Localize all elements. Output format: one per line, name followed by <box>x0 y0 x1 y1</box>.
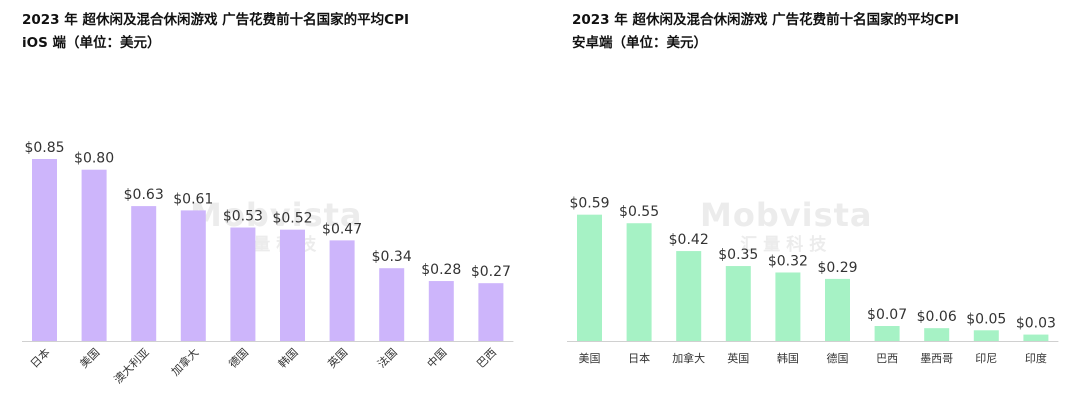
data-label: $0.28 <box>421 262 461 278</box>
bar <box>280 229 305 341</box>
data-label: $0.53 <box>223 209 263 225</box>
bar <box>825 278 850 341</box>
bar-chart-ios: $0.85 日本 $0.80 美国 $0.63 澳大利亚 $0.61 加拿大 $0.53 德国 $0… <box>22 140 514 386</box>
data-label: $0.32 <box>768 253 808 269</box>
x-tick-label: 巴西 <box>876 352 898 365</box>
x-tick-label: 英国 <box>727 351 749 365</box>
data-label: $0.29 <box>817 260 857 276</box>
bar <box>428 281 454 341</box>
data-label: $0.80 <box>74 151 114 167</box>
x-tick-label: 加拿大 <box>672 351 705 365</box>
chart-panel-android: 2023 年 超休闲及混合休闲游戏 广告花费前十名国家的平均CPI 安卓端（单位… <box>550 0 1070 410</box>
bar-chart-android: $0.59 美国 $0.55 日本 $0.42 加拿大 $0.35 英国 $0.32 韩国 $0.2… <box>567 196 1059 365</box>
bar <box>478 283 504 341</box>
bar <box>626 223 652 341</box>
bar <box>725 266 751 341</box>
bar <box>1023 334 1049 341</box>
chart-title: 2023 年 超休闲及混合休闲游戏 广告花费前十名国家的平均CPI <box>572 12 959 28</box>
data-label: $0.55 <box>619 204 659 220</box>
x-tick-label: 巴西 <box>474 346 499 371</box>
bar <box>379 268 405 341</box>
data-label: $0.47 <box>322 221 362 237</box>
x-tick-label: 德国 <box>226 345 251 370</box>
data-label: $0.59 <box>569 196 609 212</box>
bar <box>131 206 157 341</box>
bar <box>32 159 57 341</box>
data-label: $0.34 <box>372 249 412 265</box>
x-tick-label: 墨西哥 <box>920 352 953 365</box>
bar <box>924 328 950 341</box>
x-tick-label: 加拿大 <box>168 345 201 378</box>
bar <box>577 214 602 341</box>
bar <box>81 169 107 341</box>
chart-title: 2023 年 超休闲及混合休闲游戏 广告花费前十名国家的平均CPI <box>22 12 409 28</box>
x-tick-label: 英国 <box>325 345 350 370</box>
x-tick-label: 韩国 <box>275 345 300 370</box>
bar <box>874 326 900 341</box>
x-tick-label: 美国 <box>579 352 601 365</box>
chart-panel-ios: 2023 年 超休闲及混合休闲游戏 广告花费前十名国家的平均CPI iOS 端（… <box>0 0 520 410</box>
x-tick-label: 印度 <box>1025 351 1047 365</box>
x-tick-label: 印尼 <box>975 352 997 365</box>
x-tick-label: 法国 <box>374 345 399 370</box>
data-label: $0.61 <box>173 191 213 207</box>
bar <box>180 210 206 341</box>
bar <box>775 272 801 341</box>
bar <box>973 330 999 341</box>
x-tick-label: 澳大利亚 <box>111 345 152 386</box>
bar <box>676 251 702 341</box>
x-tick-label: 日本 <box>27 345 52 370</box>
data-label: $0.42 <box>669 232 709 248</box>
data-label: $0.03 <box>1016 316 1056 332</box>
chart-subtitle: 安卓端（单位：美元） <box>572 35 707 51</box>
x-tick-label: 日本 <box>628 351 650 365</box>
data-label: $0.05 <box>966 311 1006 327</box>
data-label: $0.07 <box>867 307 907 323</box>
x-tick-label: 中国 <box>425 346 450 371</box>
x-tick-label: 德国 <box>827 351 849 365</box>
chart-subtitle: iOS 端（单位：美元） <box>22 35 161 51</box>
x-tick-label: 美国 <box>77 346 102 371</box>
bar <box>329 240 355 341</box>
data-label: $0.35 <box>718 247 758 263</box>
data-label: $0.52 <box>272 211 312 227</box>
x-tick-label: 韩国 <box>777 351 799 365</box>
data-label: $0.27 <box>471 264 511 280</box>
data-label: $0.85 <box>24 140 64 156</box>
data-label: $0.63 <box>124 187 164 203</box>
data-label: $0.06 <box>917 309 957 325</box>
bar <box>230 227 256 341</box>
